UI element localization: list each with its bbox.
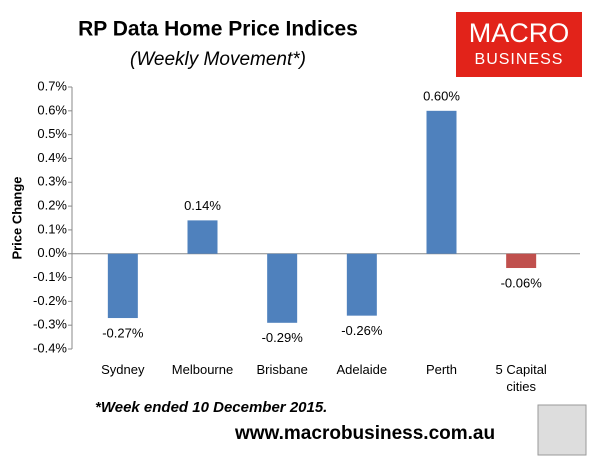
y-tick-label: -0.1%	[33, 269, 67, 284]
logo-text: MACRO	[469, 18, 570, 48]
y-tick-label: 0.7%	[37, 78, 67, 93]
x-tick-label: Sydney	[101, 362, 145, 377]
value-label: 0.14%	[184, 198, 221, 213]
x-tick-label-box: Melbourne	[171, 362, 234, 377]
y-tick-label: 0.2%	[37, 198, 67, 213]
x-tick-label: Melbourne	[171, 362, 234, 377]
x-tick-label-box: Perth	[425, 362, 458, 377]
y-tick-label: -0.4%	[33, 340, 67, 355]
value-label: -0.06%	[501, 275, 543, 290]
bar	[346, 253, 377, 316]
x-tick-label: Brisbane	[256, 362, 308, 377]
x-tick-label: Perth	[425, 362, 458, 377]
y-axis-label: Price Change	[9, 176, 24, 259]
source: www.macrobusiness.com.au	[234, 423, 495, 444]
y-tick-label: 0.3%	[37, 174, 67, 189]
bar	[107, 253, 138, 319]
chart-subtitle: (Weekly Movement*)	[130, 49, 306, 70]
bar	[267, 253, 298, 323]
x-tick-label: 5 Capital cities	[495, 362, 547, 394]
value-label: -0.27%	[102, 325, 144, 340]
x-tick-label: Adelaide	[336, 362, 388, 377]
x-tick-label-box: Brisbane	[256, 362, 308, 377]
y-tick-label: 0.0%	[37, 245, 67, 260]
value-label: 0.60%	[423, 88, 460, 103]
y-tick-label: 0.4%	[37, 150, 67, 165]
value-label: -0.26%	[341, 323, 383, 338]
bar	[506, 253, 537, 269]
chart-title: RP Data Home Price Indices	[78, 18, 358, 41]
y-tick-label: -0.3%	[33, 317, 67, 332]
footnote: *Week ended 10 December 2015.	[95, 399, 327, 416]
x-tick-label-box: 5 Capital cities	[495, 362, 547, 394]
value-label: -0.29%	[262, 330, 304, 345]
y-tick-label: 0.5%	[37, 126, 67, 141]
logo-image	[537, 404, 587, 456]
y-tick-label: 0.6%	[37, 102, 67, 117]
bar	[187, 220, 218, 254]
y-tick-label: 0.1%	[37, 221, 67, 236]
logo-box	[456, 12, 582, 77]
x-tick-label-box: Sydney	[101, 362, 145, 377]
logo-text: BUSINESS	[475, 51, 564, 68]
x-tick-label-box: Adelaide	[336, 362, 388, 377]
y-tick-label: -0.2%	[33, 293, 67, 308]
bar	[426, 110, 457, 254]
